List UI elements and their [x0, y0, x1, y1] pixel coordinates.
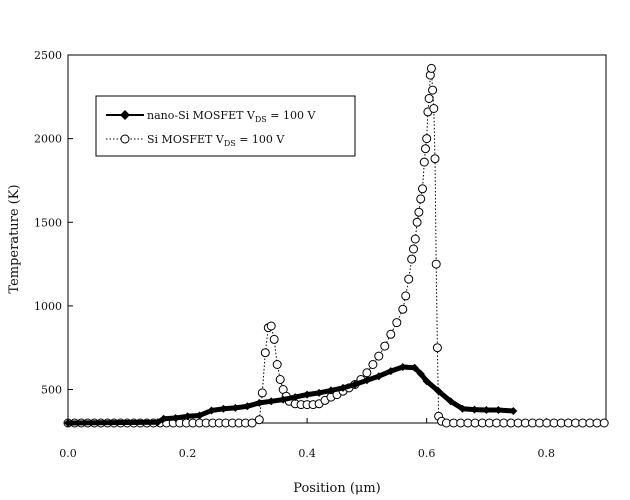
x-axis-title: Position (μm) [293, 481, 381, 496]
y-tick-label: 2500 [34, 49, 62, 62]
y-axis-title: Temperature (K) [7, 184, 22, 293]
data-point-nano-si-mosfet [509, 407, 518, 415]
data-point-si-mosfet [257, 388, 267, 398]
data-point-si-mosfet [254, 415, 264, 425]
data-point-nano-si-mosfet [362, 376, 371, 385]
data-point-nano-si-mosfet [303, 390, 312, 399]
data-point-nano-si-mosfet [350, 380, 359, 389]
data-point-si-mosfet [368, 360, 378, 369]
data-point-nano-si-mosfet [470, 405, 479, 414]
data-point-si-mosfet [430, 154, 440, 164]
data-point-si-mosfet [409, 244, 418, 254]
legend: nano-Si MOSFET VDS = 100 V Si MOSFET VDS… [95, 95, 356, 157]
legend-label-nano-si: nano-Si MOSFET VDS = 100 V [147, 109, 316, 124]
data-point-si-mosfet [392, 318, 402, 328]
data-point-si-mosfet [247, 418, 257, 428]
legend-box [95, 95, 356, 157]
data-point-nano-si-mosfet [64, 419, 72, 427]
data-point-nano-si-mosfet [267, 397, 276, 406]
data-point-si-mosfet [374, 351, 384, 361]
data-point-si-mosfet [404, 274, 414, 284]
y-tick-label: 1500 [34, 216, 62, 229]
x-tick-label: 0.4 [298, 447, 316, 460]
data-point-si-mosfet [431, 259, 441, 269]
data-point-si-mosfet [418, 184, 427, 194]
data-point-si-mosfet [275, 375, 285, 384]
data-point-nano-si-mosfet [374, 372, 383, 381]
series-layer [63, 63, 609, 428]
y-tick-label: 1000 [34, 300, 62, 313]
data-point-si-mosfet [416, 194, 426, 204]
y-tick-label: 500 [41, 384, 62, 397]
data-point-nano-si-mosfet [183, 412, 192, 421]
data-point-si-mosfet [410, 234, 420, 244]
data-point-si-mosfet [362, 368, 372, 378]
data-point-nano-si-mosfet [279, 395, 288, 404]
data-point-nano-si-mosfet [446, 397, 455, 406]
data-point-nano-si-mosfet [219, 404, 228, 413]
data-point-nano-si-mosfet [195, 411, 204, 420]
legend-entry-si: Si MOSFET VDS = 100 V [106, 133, 285, 148]
data-point-si-mosfet [380, 341, 390, 351]
data-point-si-mosfet [269, 334, 279, 344]
data-point-nano-si-mosfet [231, 403, 240, 412]
data-point-si-mosfet [429, 104, 439, 113]
data-point-nano-si-mosfet [243, 402, 252, 411]
series-nano-si-mosfet [64, 363, 518, 427]
data-point-si-mosfet [599, 418, 609, 428]
data-point-nano-si-mosfet [410, 363, 419, 372]
data-point-si-mosfet [401, 291, 411, 301]
data-point-si-mosfet [412, 217, 422, 227]
x-tick-label: 0.6 [418, 447, 436, 460]
data-point-nano-si-mosfet [482, 406, 491, 414]
data-point-nano-si-mosfet [494, 406, 503, 414]
data-point-si-mosfet [424, 94, 434, 103]
legend-label-si: Si MOSFET VDS = 100 V [147, 133, 285, 148]
series-si-mosfet [63, 63, 609, 428]
data-point-nano-si-mosfet [327, 386, 335, 395]
data-point-si-mosfet [272, 360, 282, 369]
data-point-si-mosfet [414, 207, 424, 217]
data-point-si-mosfet [386, 329, 396, 339]
data-point-si-mosfet [426, 63, 436, 73]
data-point-nano-si-mosfet [255, 398, 264, 407]
x-tick-label: 0.2 [179, 447, 197, 460]
data-point-nano-si-mosfet [207, 406, 216, 415]
data-point-nano-si-mosfet [398, 363, 407, 371]
data-point-nano-si-mosfet [458, 404, 467, 413]
data-point-nano-si-mosfet [153, 418, 162, 427]
x-tick-label: 0.8 [537, 447, 555, 460]
data-point-si-mosfet [428, 85, 438, 95]
legend-entry-nano-si: nano-Si MOSFET VDS = 100 V [106, 109, 316, 124]
data-point-nano-si-mosfet [171, 414, 180, 422]
y-tick-label: 2000 [34, 133, 62, 146]
y-axis-ticks: 500 1000 1500 2000 2500 [34, 49, 73, 397]
data-point-nano-si-mosfet [291, 393, 300, 402]
data-point-nano-si-mosfet [386, 367, 395, 376]
data-point-si-mosfet [398, 304, 408, 314]
data-point-si-mosfet [266, 321, 276, 331]
data-point-nano-si-mosfet [434, 387, 443, 396]
x-tick-label: 0.0 [59, 447, 77, 460]
data-point-nano-si-mosfet [159, 414, 168, 423]
data-point-nano-si-mosfet [339, 383, 347, 392]
data-point-si-mosfet [419, 157, 429, 167]
open-circle-icon [120, 134, 130, 144]
data-point-si-mosfet [422, 134, 432, 144]
data-point-nano-si-mosfet [422, 377, 431, 386]
data-point-si-mosfet [407, 254, 417, 264]
data-point-nano-si-mosfet [315, 388, 324, 397]
filled-diamond-icon [120, 110, 130, 120]
data-point-si-mosfet [260, 348, 270, 358]
data-point-si-mosfet [432, 343, 442, 353]
data-point-si-mosfet [421, 144, 430, 154]
data-point-nano-si-mosfet [416, 369, 425, 378]
